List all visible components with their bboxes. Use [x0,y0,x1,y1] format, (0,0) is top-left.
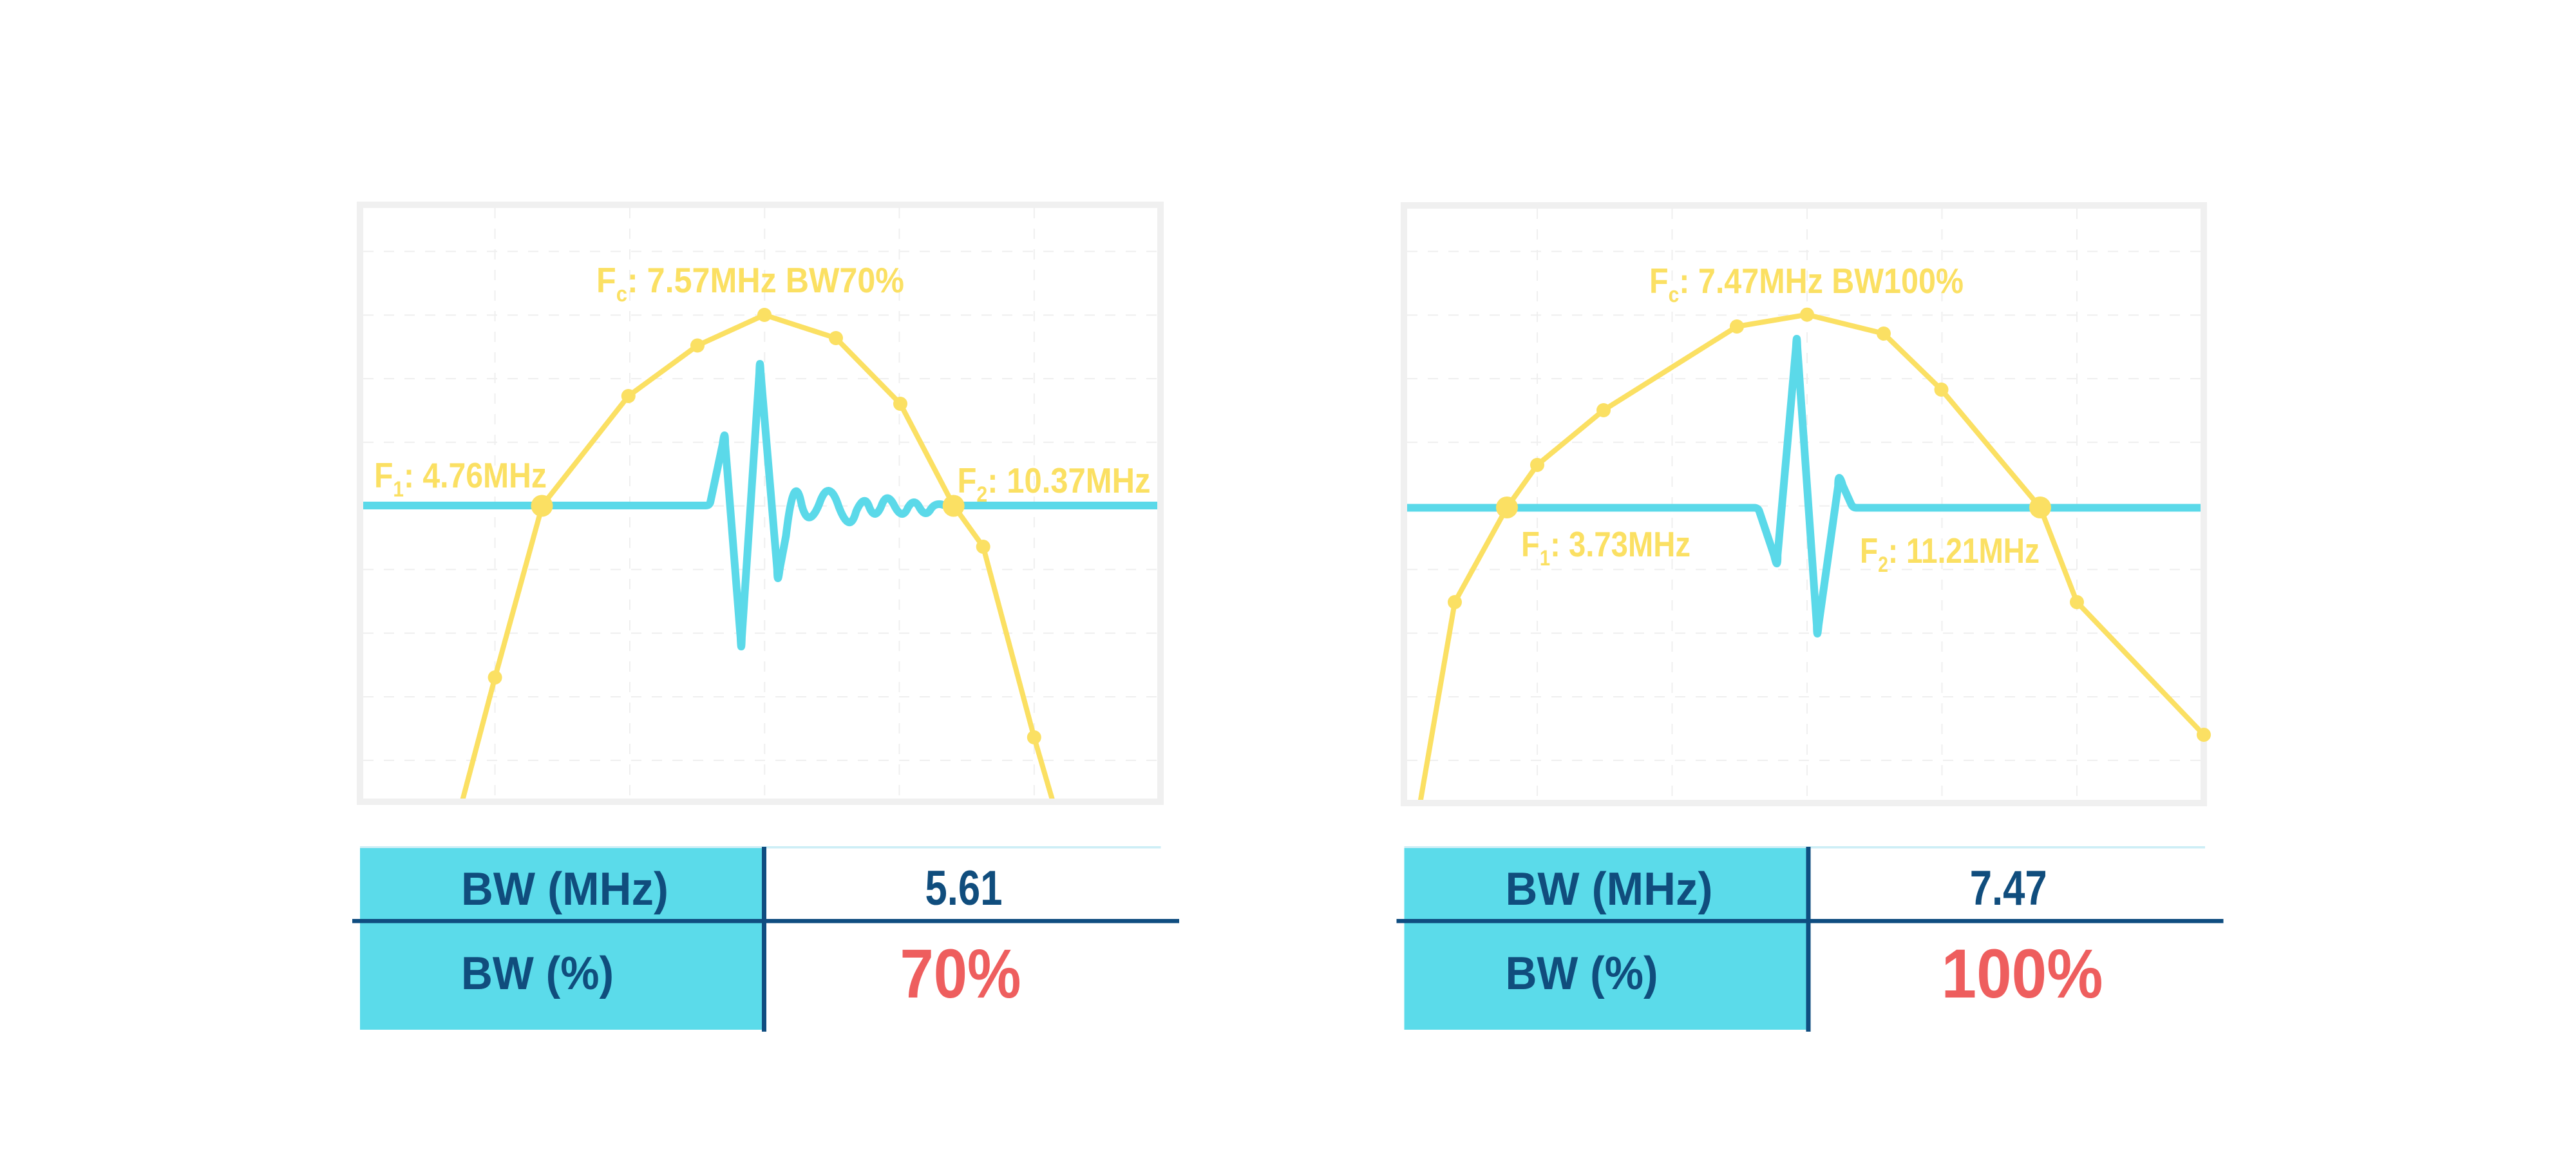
svg-text:BW (MHz): BW (MHz) [461,864,668,915]
svg-text:F2: 11.21MHz: F2: 11.21MHz [1860,531,2040,577]
svg-text:BW (MHz): BW (MHz) [1506,864,1713,915]
svg-text:F2: 10.37MHz: F2: 10.37MHz [958,460,1151,507]
svg-text:BW (%): BW (%) [1506,948,1658,999]
svg-text:70%: 70% [900,934,1021,1012]
svg-text:BW (%): BW (%) [461,948,614,999]
svg-text:F1: 3.73MHz: F1: 3.73MHz [1521,524,1690,571]
svg-text:5.61: 5.61 [925,861,1003,916]
svg-text:Fc: 7.47MHz BW100%: Fc: 7.47MHz BW100% [1649,261,1964,307]
svg-text:100%: 100% [1942,934,2103,1012]
svg-text:Fc: 7.57MHz BW70%: Fc: 7.57MHz BW70% [596,260,904,307]
svg-text:F1: 4.76MHz: F1: 4.76MHz [374,455,547,502]
svg-text:7.47: 7.47 [1970,861,2047,916]
